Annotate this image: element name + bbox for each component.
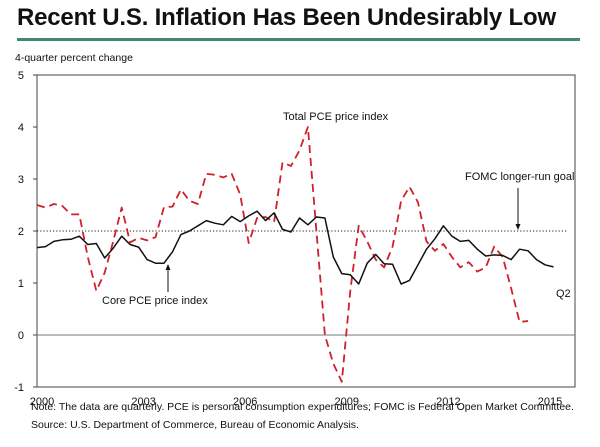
x-tick-label: 2003 [131, 396, 155, 408]
y-tick-label: -1 [14, 382, 24, 394]
y-axis-label: 4-quarter percent change [15, 52, 133, 64]
annotation-total-pce: Total PCE price index [283, 111, 389, 123]
arrow-head-icon [515, 224, 521, 230]
series-line-total-pce-price-index [36, 126, 529, 383]
x-tick-label: 2000 [30, 396, 54, 408]
x-tick-label: 2015 [538, 396, 562, 408]
chart-title: Recent U.S. Inflation Has Been Undesirab… [17, 4, 556, 31]
y-tick-label: 5 [18, 70, 24, 82]
annotation-core-pce: Core PCE price index [102, 295, 208, 307]
footnote: Note: The data are quarterly. PCE is per… [31, 401, 574, 413]
y-tick-label: 3 [18, 174, 24, 186]
arrow-head-icon [165, 264, 171, 270]
x-tick-label: 2009 [335, 396, 359, 408]
x-tick-label: 2006 [233, 396, 257, 408]
source-note: Source: U.S. Department of Commerce, Bur… [31, 419, 359, 431]
series-line-core-pce-price-index [36, 210, 554, 285]
title-rule [17, 38, 580, 41]
x-tick-label: 2012 [436, 396, 460, 408]
y-tick-label: 4 [18, 122, 24, 134]
annotation-fomc-goal: FOMC longer-run goal [465, 171, 574, 183]
y-tick-label: 0 [18, 330, 24, 342]
y-tick-label: 2 [18, 226, 24, 238]
y-tick-label: 1 [18, 278, 24, 290]
annotation-q2: Q2 [556, 288, 571, 300]
